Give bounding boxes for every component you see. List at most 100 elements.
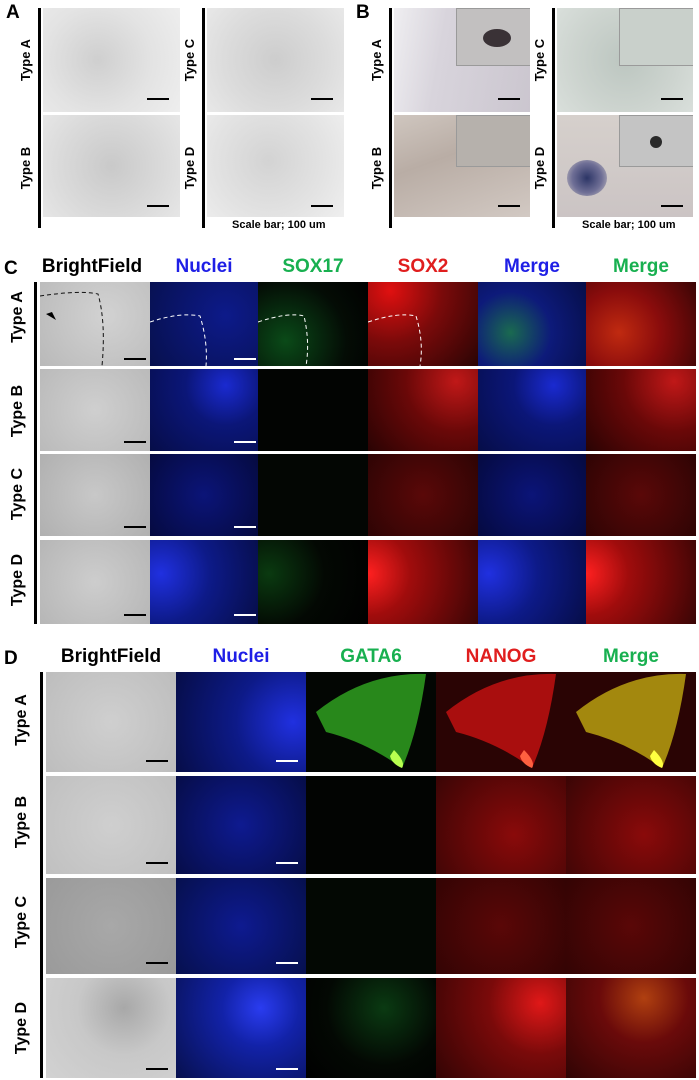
scale-bar: [276, 760, 298, 762]
panel-a-right-bar: [202, 8, 205, 228]
row-divider: [46, 772, 696, 776]
row-divider: [40, 451, 696, 454]
panel-c-type-c-merge-1: [478, 454, 586, 536]
panel-a-row-label-type-c: Type C: [182, 38, 197, 82]
panel-d-type-d-nuclei: [176, 978, 306, 1078]
panel-d-type-c-nuclei: [176, 878, 306, 974]
scale-bar: [234, 358, 256, 360]
panel-a-type-c-image: [207, 8, 344, 112]
panel-b-type-d-image: [557, 115, 693, 217]
scale-bar: [146, 962, 168, 964]
panel-d-letter: D: [4, 648, 18, 669]
outline-dashed: [40, 291, 104, 366]
panel-b-type-a-image: [394, 8, 530, 112]
panel-c-header-sox2: SOX2: [397, 256, 449, 277]
panel-d-type-c-gata6: [306, 878, 436, 974]
panel-d-header-merge: Merge: [603, 646, 659, 667]
panel-b-left-bar: [389, 8, 392, 228]
panel-a-type-b-image: [43, 115, 180, 217]
stained-region: [446, 673, 556, 768]
panel-d-type-b-nanog: [436, 776, 566, 874]
inset-image: [619, 8, 693, 66]
panel-c-letter: C: [4, 258, 18, 279]
panel-a-left-bar: [38, 8, 41, 228]
panel-d-row-label-type-d: Type D: [13, 1001, 30, 1055]
panel-d-type-a-brightfield: [46, 672, 176, 772]
panel-d-type-a-gata6: [306, 672, 436, 772]
scale-bar: [147, 98, 169, 100]
scale-bar: [124, 441, 146, 443]
inset-image: [619, 115, 693, 167]
panel-c-type-b-sox2: [368, 369, 478, 451]
panel-d-left-bar: [40, 672, 43, 1078]
panel-b-scale-note: Scale bar; 100 um: [582, 219, 676, 231]
row-divider: [40, 366, 696, 369]
panel-d-type-b-gata6: [306, 776, 436, 874]
outline-dashed: [258, 314, 309, 366]
panel-c-type-d-merge-1: [478, 540, 586, 624]
panel-c-row-label-type-c: Type C: [9, 467, 26, 521]
panel-c-left-bar: [34, 282, 37, 624]
panel-b-row-label-type-c: Type C: [532, 38, 547, 82]
panel-c-header-merge-2: Merge: [613, 256, 669, 277]
panel-c-type-d-merge-2: [586, 540, 696, 624]
panel-c-type-a-merge-1: [478, 282, 586, 366]
panel-b-row-label-type-b: Type B: [369, 146, 384, 190]
scale-bar: [276, 862, 298, 864]
outline-dashed: [368, 314, 422, 366]
panel-a-row-label-type-d: Type D: [182, 146, 197, 190]
panel-a-type-d-image: [207, 115, 344, 217]
stained-region: [576, 673, 686, 768]
panel-d-type-c-brightfield: [46, 878, 176, 974]
scale-bar: [146, 862, 168, 864]
scale-bar: [234, 614, 256, 616]
panel-c-type-a-sox17: [258, 282, 368, 366]
panel-b-type-c-image: [557, 8, 693, 112]
panel-a-type-a-image: [43, 8, 180, 112]
scale-bar: [146, 1068, 168, 1070]
panel-c-type-c-merge-2: [586, 454, 696, 536]
panel-b-row-label-type-a: Type A: [369, 39, 384, 81]
panel-c-type-c-sox17: [258, 454, 368, 536]
panel-d-type-a-merge: [566, 672, 696, 772]
panel-c-type-b-merge-2: [586, 369, 696, 451]
panel-b-row-label-type-d: Type D: [532, 146, 547, 190]
panel-c-type-d-sox17: [258, 540, 368, 624]
panel-a-letter: A: [6, 2, 20, 23]
panel-c-type-c-nuclei: [150, 454, 258, 536]
scale-bar: [234, 526, 256, 528]
panel-c-type-b-sox17: [258, 369, 368, 451]
scale-bar: [124, 358, 146, 360]
panel-b-letter: B: [356, 2, 370, 23]
panel-d-type-d-nanog: [436, 978, 566, 1078]
panel-d-type-b-brightfield: [46, 776, 176, 874]
scale-bar: [498, 205, 520, 207]
panel-c-header-merge-1: Merge: [504, 256, 560, 277]
panel-c-type-c-brightfield: [40, 454, 150, 536]
panel-a-row-label-type-a: Type A: [18, 39, 33, 81]
stained-region: [316, 673, 426, 768]
scale-bar: [498, 98, 520, 100]
panel-c-header-brightfield: BrightField: [41, 256, 143, 277]
panel-c-type-d-nuclei: [150, 540, 258, 624]
panel-d-type-d-brightfield: [46, 978, 176, 1078]
panel-c-type-d-sox2: [368, 540, 478, 624]
panel-c-type-d-brightfield: [40, 540, 150, 624]
outline-dashed: [150, 314, 207, 366]
panel-d-type-d-gata6: [306, 978, 436, 1078]
scale-bar: [276, 1068, 298, 1070]
stained-region: [567, 160, 607, 196]
panel-d-type-a-nuclei: [176, 672, 306, 772]
scale-bar: [146, 760, 168, 762]
scale-bar: [147, 205, 169, 207]
panel-c-row-label-type-d: Type D: [9, 553, 26, 607]
panel-c-row-label-type-a: Type A: [9, 291, 26, 343]
panel-d-type-a-nanog: [436, 672, 566, 772]
panel-a-row-label-type-b: Type B: [18, 146, 33, 190]
panel-d-header-nuclei: Nuclei: [212, 646, 270, 667]
panel-d-type-b-nuclei: [176, 776, 306, 874]
panel-d-type-c-merge: [566, 878, 696, 974]
scale-bar: [661, 205, 683, 207]
scale-bar: [661, 98, 683, 100]
panel-c-type-a-merge-2: [586, 282, 696, 366]
